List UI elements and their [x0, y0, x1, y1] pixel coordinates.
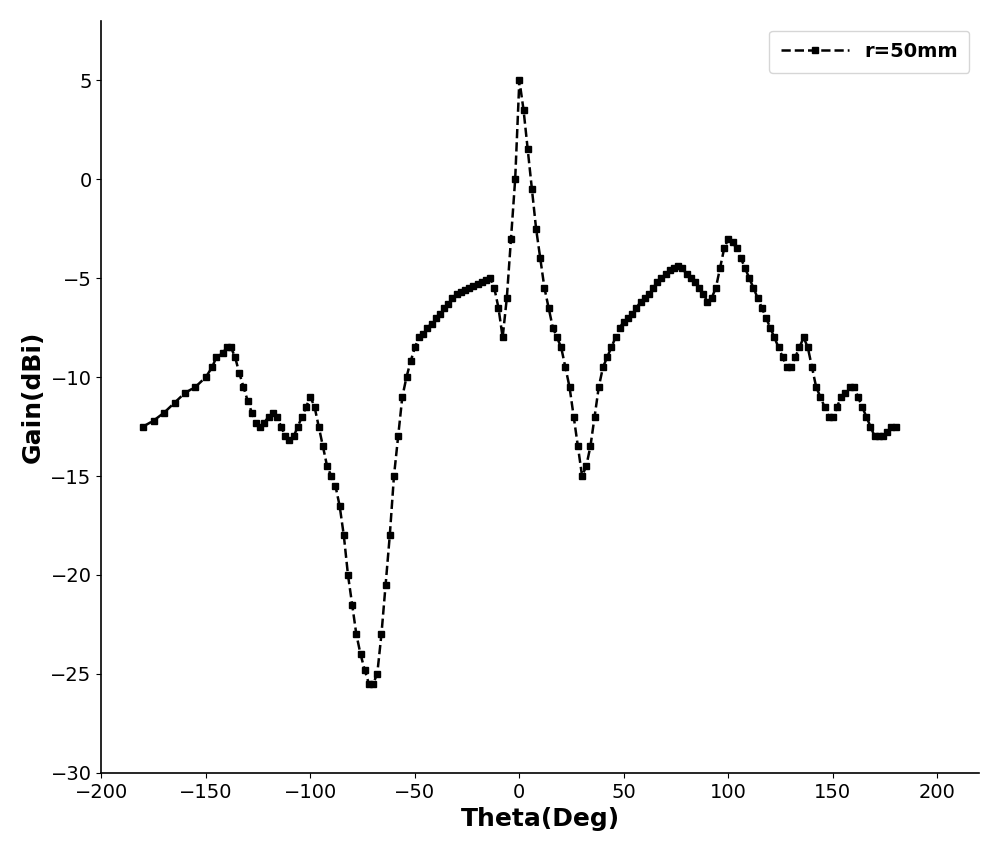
r=50mm	[630, 302, 642, 313]
r=50mm	[513, 75, 525, 85]
r=50mm	[363, 679, 375, 689]
r=50mm	[823, 412, 835, 422]
r=50mm	[137, 422, 149, 432]
r=50mm	[890, 422, 902, 432]
X-axis label: Theta(Deg): Theta(Deg)	[461, 807, 620, 832]
r=50mm	[789, 352, 801, 362]
Line: r=50mm: r=50mm	[140, 77, 899, 688]
Legend: r=50mm: r=50mm	[769, 31, 969, 73]
Y-axis label: Gain(dBi): Gain(dBi)	[21, 331, 45, 463]
r=50mm	[605, 343, 617, 353]
r=50mm	[309, 401, 321, 412]
r=50mm	[685, 273, 697, 283]
